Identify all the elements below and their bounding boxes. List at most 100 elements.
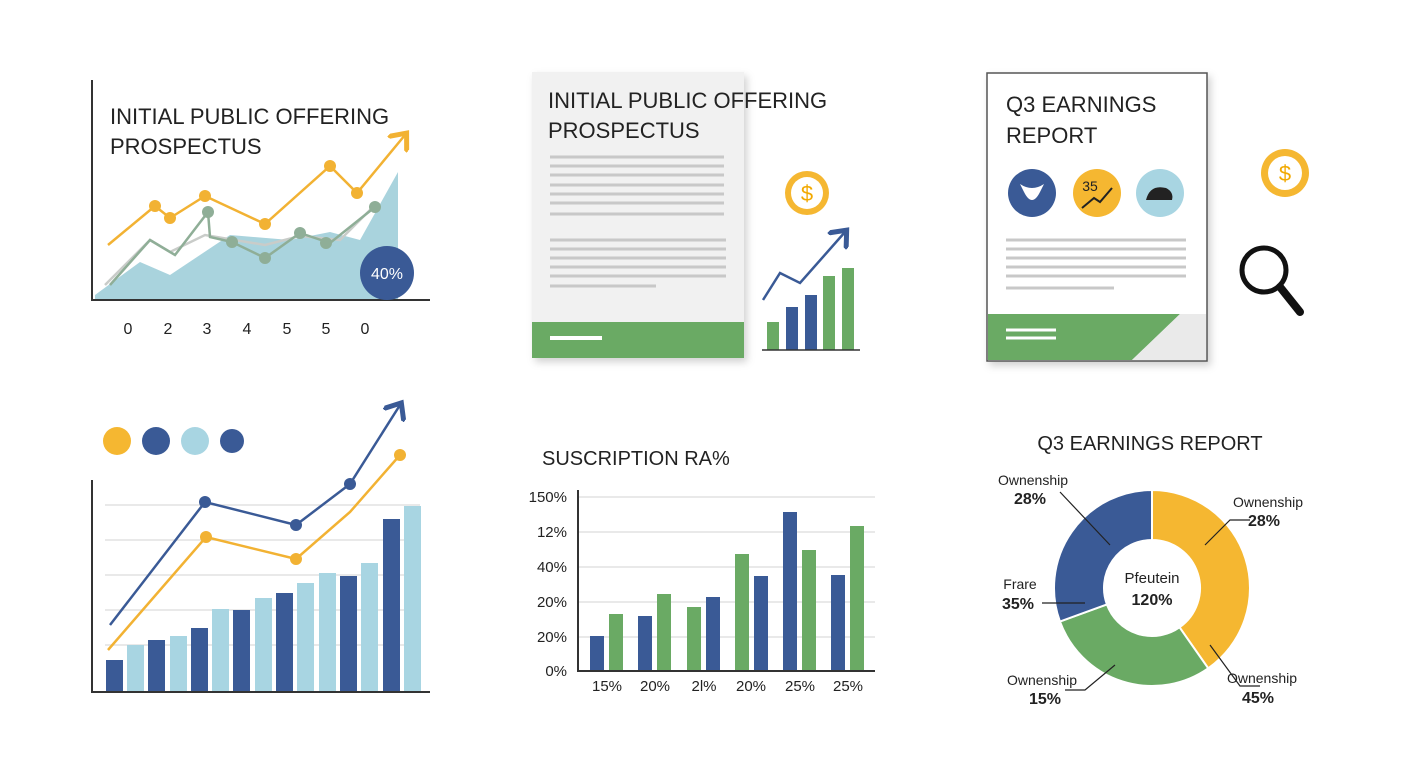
title: INITIAL PUBLIC OFFERING — [110, 104, 389, 129]
title: Q3 EARNINGS — [1006, 92, 1156, 117]
badge-label: 40% — [371, 266, 403, 283]
y-label: 40% — [537, 559, 567, 576]
area — [95, 172, 398, 300]
y-label: 20% — [537, 594, 567, 611]
donut — [1053, 488, 1251, 687]
subscription-chart: SUSCRIPTION RA% 150% 12% 40% 20% 20% 0% … — [529, 448, 875, 695]
bar — [638, 616, 652, 671]
bar — [170, 636, 187, 692]
x-labels: 0 2 3 4 5 5 0 — [124, 321, 370, 338]
bar — [106, 660, 123, 692]
bar — [783, 512, 797, 671]
bar — [212, 609, 229, 692]
title: REPORT — [1006, 123, 1097, 148]
axes — [91, 80, 430, 301]
bar — [404, 506, 421, 692]
bar — [233, 610, 250, 692]
y-label: 0% — [545, 663, 567, 680]
coin-inner — [791, 177, 823, 209]
axes — [577, 490, 875, 672]
growth-arrow — [1081, 187, 1113, 209]
badge — [360, 246, 414, 300]
x-label: 0 — [124, 321, 133, 338]
x-label: 4 — [243, 321, 252, 338]
bar — [590, 636, 604, 671]
title: PROSPECTUS — [548, 118, 700, 143]
segment-name: Frare — [1003, 576, 1037, 592]
bar — [297, 583, 314, 692]
donut-segment — [1053, 488, 1153, 623]
magnifier — [1239, 245, 1289, 295]
segment-name: Ownenship — [998, 472, 1068, 488]
coin-symbol: $ — [801, 181, 813, 206]
bar — [706, 597, 720, 671]
bar — [754, 576, 768, 671]
x-label: 5 — [283, 321, 292, 338]
line — [109, 206, 376, 286]
x-label: 2l% — [691, 678, 716, 695]
bull-shape — [1020, 184, 1044, 200]
text-lines — [550, 155, 726, 288]
bar — [735, 554, 749, 671]
bar — [657, 594, 671, 671]
icon — [181, 427, 209, 455]
icon-label: 35 — [1082, 178, 1098, 194]
mini-bars — [761, 232, 860, 351]
bar — [255, 598, 272, 692]
title: SUSCRIPTION RA% — [542, 448, 730, 470]
segment-value: 28% — [1248, 513, 1280, 530]
bar — [383, 519, 400, 692]
markers — [202, 201, 381, 264]
x-label: 2 — [164, 321, 173, 338]
segment-name: Ownenship — [1007, 672, 1077, 688]
bar — [148, 640, 165, 692]
title: INITIAL PUBLIC OFFERING — [548, 88, 827, 113]
segment-value: 45% — [1242, 690, 1274, 707]
x-labels: 15% 20% 2l% 20% 25% 25% — [592, 678, 863, 695]
donut-segment — [1058, 603, 1210, 687]
magnifier-handle — [1276, 283, 1304, 316]
markers — [200, 449, 406, 565]
x-label: 25% — [785, 678, 815, 695]
bar — [850, 526, 864, 671]
y-label: 20% — [537, 629, 567, 646]
segment-name: Ownenship — [1227, 670, 1297, 686]
x-label: 0 — [361, 321, 370, 338]
ipo-document: INITIAL PUBLIC OFFERING PROSPECTUS $ — [532, 72, 860, 358]
bar — [127, 645, 144, 692]
x-label: 25% — [833, 678, 863, 695]
bear-shape — [1146, 187, 1173, 200]
bar — [802, 550, 816, 671]
segment-value: 15% — [1029, 691, 1061, 708]
coin-inner — [1268, 156, 1302, 190]
x-label: 15% — [592, 678, 622, 695]
y-labels: 150% 12% 40% 20% 20% 0% — [529, 489, 567, 680]
ipo-chart: INITIAL PUBLIC OFFERING PROSPECTUS 40% 0… — [91, 80, 430, 338]
bar — [191, 628, 208, 692]
title: PROSPECTUS — [110, 134, 262, 159]
bar — [340, 576, 357, 692]
grid — [578, 496, 875, 638]
y-label: 150% — [529, 489, 567, 506]
bars — [590, 512, 864, 671]
bar — [319, 573, 336, 692]
icon — [103, 427, 131, 455]
growth-chart — [91, 405, 430, 693]
bar — [831, 575, 845, 671]
earnings-donut: Q3 EARNINGS REPORT Pfeutein 120% Ownensh… — [998, 433, 1303, 708]
leaders — [1042, 491, 1260, 691]
x-label: 20% — [736, 678, 766, 695]
text-lines — [1006, 238, 1186, 290]
icon — [142, 427, 170, 455]
axes — [91, 480, 430, 693]
x-label: 20% — [640, 678, 670, 695]
center-label: Pfeutein — [1124, 570, 1179, 587]
donut-segment — [1151, 488, 1251, 670]
y-label: 12% — [537, 524, 567, 541]
coin-symbol: $ — [1279, 161, 1291, 186]
icon — [220, 429, 244, 453]
document-band — [988, 314, 1180, 360]
markers — [199, 478, 356, 531]
